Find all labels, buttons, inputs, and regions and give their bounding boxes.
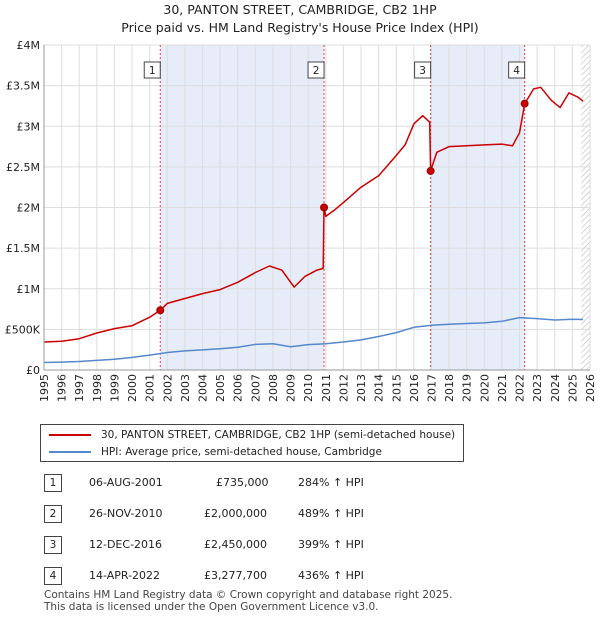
footer-copyright: Contains HM Land Registry data © Crown c…: [44, 589, 453, 601]
sale-number-badge: 2: [44, 505, 62, 523]
sale-label-number: 3: [419, 65, 426, 77]
x-tick-label: 2005: [214, 374, 227, 402]
sale-price: £2,450,000: [204, 538, 267, 551]
x-tick-label: 2001: [144, 374, 157, 402]
x-tick-label: 2014: [373, 374, 386, 402]
sale-number-badge: 1: [44, 474, 62, 492]
legend-swatch-hpi: [49, 451, 91, 453]
sale-price: £3,277,700: [204, 569, 267, 582]
x-tick-label: 2016: [408, 374, 421, 402]
y-tick-label: £500K: [5, 323, 41, 336]
sale-date: 12-DEC-2016: [89, 538, 163, 551]
x-tick-label: 2020: [478, 374, 491, 402]
footer-licence: This data is licensed under the Open Gov…: [44, 601, 379, 613]
legend-item-hpi: HPI: Average price, semi-detached house,…: [49, 444, 382, 460]
sale-date: 14-APR-2022: [89, 569, 161, 582]
x-tick-label: 2003: [179, 374, 192, 402]
sale-label-number: 4: [513, 65, 520, 77]
x-tick-label: 2017: [425, 374, 438, 402]
x-tick-label: 2012: [337, 374, 350, 402]
sale-point: [520, 99, 529, 108]
sale-number-badge: 3: [44, 536, 62, 554]
x-tick-label: 2024: [549, 374, 562, 402]
x-tick-label: 1998: [91, 374, 104, 402]
chart-title: Price paid vs. HM Land Registry's House …: [121, 20, 479, 35]
sale-hpi-change: 436% ↑ HPI: [298, 569, 364, 582]
sale-hpi-change: 399% ↑ HPI: [298, 538, 364, 551]
x-tick-label: 1999: [108, 374, 121, 402]
hpi-line: [43, 316, 584, 364]
legend: 30, PANTON STREET, CAMBRIDGE, CB2 1HP (s…: [40, 424, 464, 462]
legend-label-property: 30, PANTON STREET, CAMBRIDGE, CB2 1HP (s…: [101, 429, 456, 441]
x-tick-label: 2023: [531, 374, 544, 402]
legend-label-hpi: HPI: Average price, semi-detached house,…: [101, 446, 382, 458]
sale-label-number: 2: [313, 65, 320, 77]
x-tick-label: 1997: [73, 374, 86, 402]
x-tick-label: 2010: [302, 374, 315, 402]
x-tick-label: 2013: [355, 374, 368, 402]
sale-hpi-change: 284% ↑ HPI: [298, 476, 364, 489]
sale-label-box: [307, 61, 325, 79]
x-tick-label: 2006: [232, 374, 245, 402]
y-tick-label: £3.5M: [6, 80, 40, 93]
sale-hpi-change: 489% ↑ HPI: [298, 507, 364, 520]
x-tick-label: 2025: [566, 374, 579, 402]
sale-row: 4 14-APR-2022 £3,277,700 436% ↑ HPI: [0, 566, 600, 586]
x-tick-label: 2015: [390, 374, 403, 402]
x-tick-label: 2026: [584, 374, 597, 402]
legend-swatch-property: [49, 434, 91, 436]
x-tick-label: 2011: [320, 374, 333, 402]
y-tick-label: £4M: [17, 39, 41, 52]
sale-point: [156, 306, 165, 315]
sale-number-badge: 4: [44, 567, 62, 585]
x-tick-label: 2009: [285, 374, 298, 402]
chart-title-address: 30, PANTON STREET, CAMBRIDGE, CB2 1HP: [163, 2, 437, 17]
sale-label-number: 1: [149, 65, 156, 77]
sale-row: 2 26-NOV-2010 £2,000,000 489% ↑ HPI: [0, 504, 600, 524]
sale-point: [426, 166, 435, 175]
sale-label-box: [414, 61, 432, 79]
sale-label-box: [508, 61, 526, 79]
x-tick-label: 2021: [496, 374, 509, 402]
x-tick-label: 2002: [161, 374, 174, 402]
y-tick-label: £0: [26, 364, 40, 377]
sale-price: £735,000: [216, 476, 269, 489]
x-tick-label: 2022: [514, 374, 527, 402]
x-tick-label: 1995: [38, 374, 51, 402]
x-tick-label: 1996: [56, 374, 69, 402]
x-tick-label: 2018: [443, 374, 456, 402]
x-tick-label: 2004: [197, 374, 210, 402]
y-tick-label: £2.5M: [6, 161, 40, 174]
x-tick-label: 2008: [267, 374, 280, 402]
sale-label-box: [143, 61, 161, 79]
y-tick-label: £3M: [17, 120, 41, 133]
sale-date: 26-NOV-2010: [89, 507, 163, 520]
price-chart: 1 2 3 4 £0 £500K £1M £1.5M £2M £2.5M £3M £3.5M £4M 19…: [5, 39, 597, 402]
y-tick-label: £1M: [17, 283, 41, 296]
sale-row: 3 12-DEC-2016 £2,450,000 399% ↑ HPI: [0, 535, 600, 555]
y-tick-label: £2M: [17, 202, 41, 215]
sale-date: 06-AUG-2001: [89, 476, 163, 489]
sale-price: £2,000,000: [204, 507, 267, 520]
y-tick-label: £1.5M: [6, 242, 40, 255]
x-tick-label: 2000: [126, 374, 139, 402]
sale-point: [320, 203, 329, 212]
x-tick-label: 2019: [461, 374, 474, 402]
sale-row: 1 06-AUG-2001 £735,000 284% ↑ HPI: [0, 473, 600, 493]
property-price-line: [43, 86, 584, 343]
x-tick-label: 2007: [249, 374, 262, 402]
legend-item-property: 30, PANTON STREET, CAMBRIDGE, CB2 1HP (s…: [49, 427, 455, 443]
